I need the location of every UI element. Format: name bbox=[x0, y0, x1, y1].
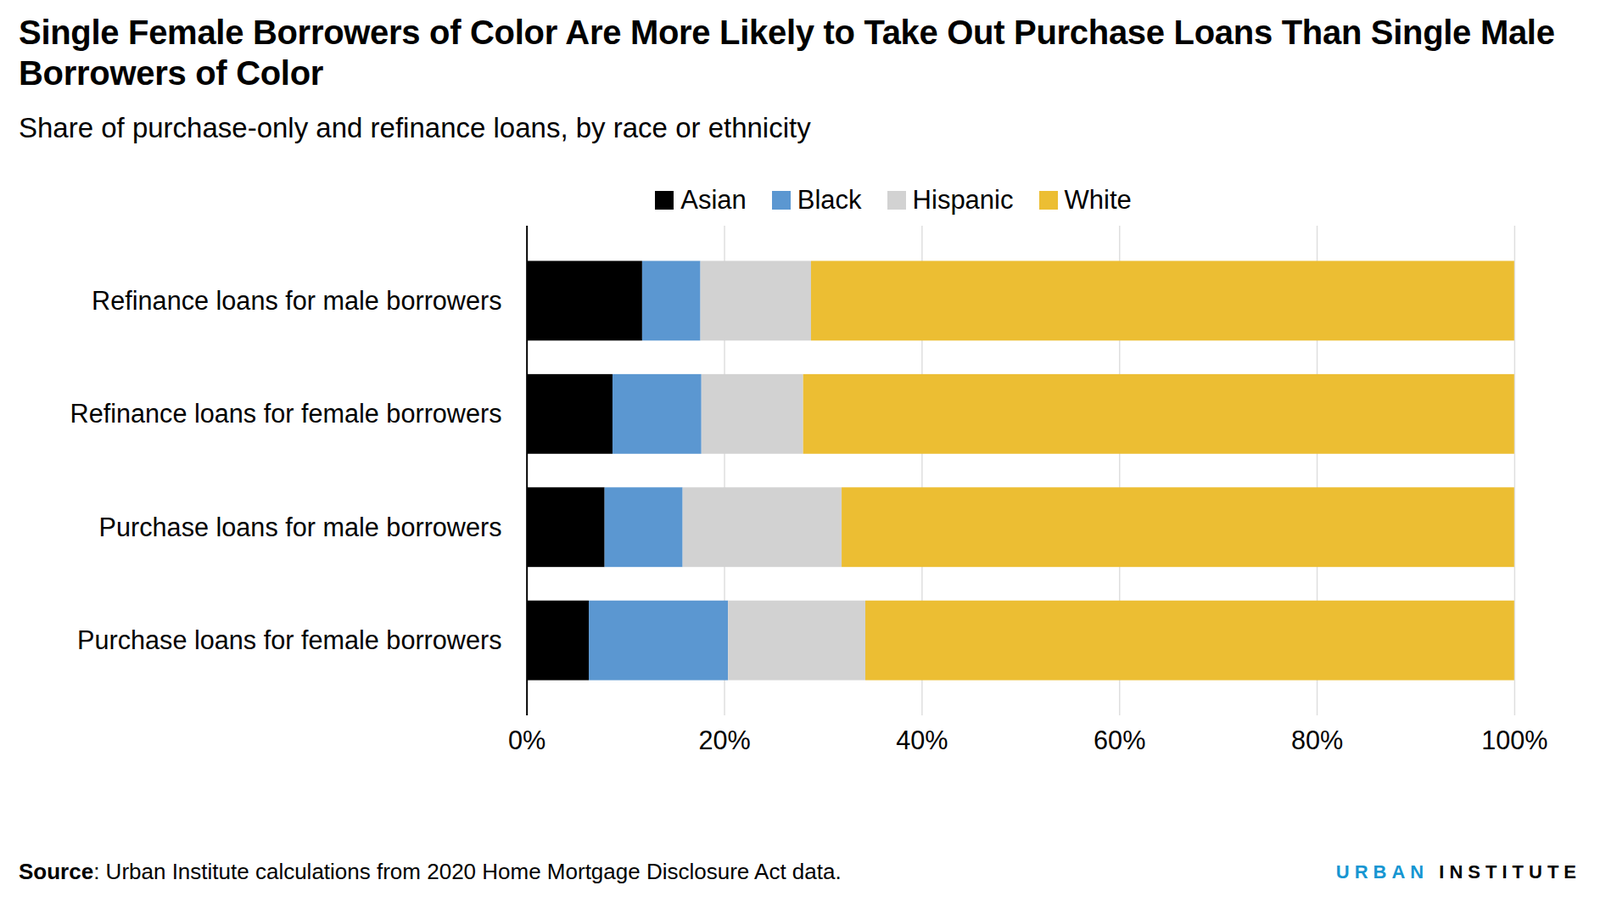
svg-text:40%: 40% bbox=[895, 725, 948, 755]
svg-text:100%: 100% bbox=[1481, 725, 1548, 755]
html-text:Single Female Borrowers of Col: Single Female Borrowers of Color Are Mor… bbox=[18, 13, 1555, 92]
svg-text:60%: 60% bbox=[1093, 725, 1146, 755]
svg-text:80%: 80% bbox=[1291, 725, 1343, 755]
svg-text:Refinance loans for male borro: Refinance loans for male borrowers bbox=[91, 285, 502, 315]
html-text:Hispanic: Hispanic bbox=[912, 184, 1014, 215]
html-text:Asian: Asian bbox=[680, 184, 747, 215]
html-text:URBAN INSTITUTE: URBAN INSTITUTE bbox=[1335, 860, 1582, 882]
svg-text:Purchase loans for male borrow: Purchase loans for male borrowers bbox=[99, 512, 503, 542]
html-text:Black: Black bbox=[797, 184, 862, 215]
html-text:Source: Urban Institute calcul: Source: Urban Institute calculations fro… bbox=[18, 858, 842, 884]
html-text:Share of purchase-only and ref: Share of purchase-only and refinance loa… bbox=[18, 111, 811, 144]
html-text:White: White bbox=[1064, 184, 1132, 215]
svg-text:20%: 20% bbox=[698, 725, 750, 755]
svg-text:Purchase loans for female borr: Purchase loans for female borrowers bbox=[77, 625, 502, 655]
svg-text:Refinance loans for female bor: Refinance loans for female borrowers bbox=[70, 398, 503, 428]
svg-text:0%: 0% bbox=[508, 725, 546, 755]
